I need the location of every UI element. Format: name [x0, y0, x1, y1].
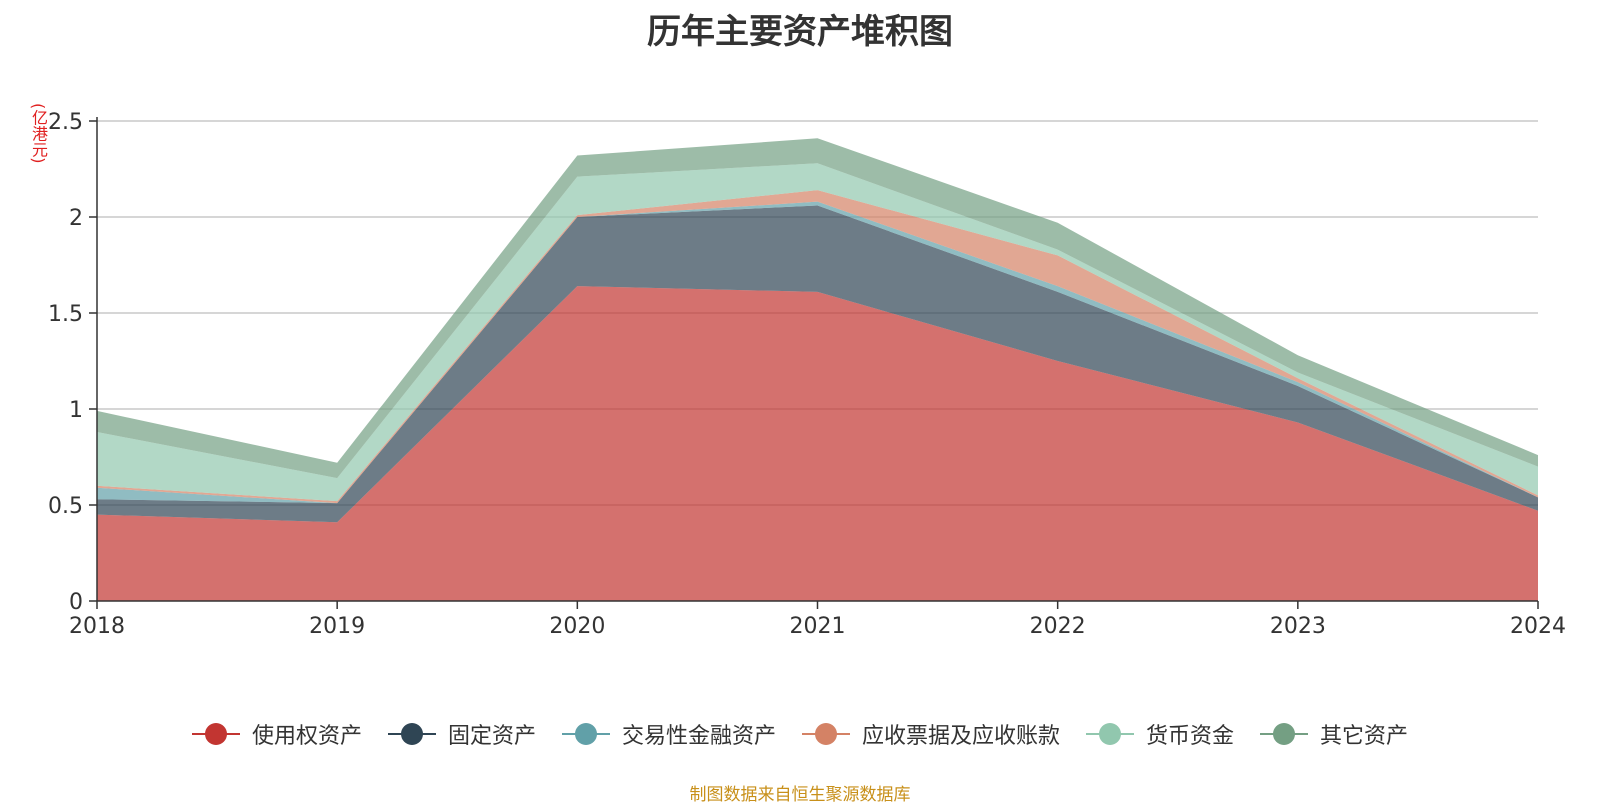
y-axis-unit-label: (亿港元) [29, 103, 48, 164]
legend: 使用权资产 固定资产 交易性金融资产 应收票据及应收账款 货币资金 其它资产 [0, 718, 1600, 750]
legend-marker-icon [387, 722, 436, 746]
legend-label: 固定资产 [447, 724, 536, 749]
legend-label: 交易性金融资产 [621, 724, 776, 749]
stacked-areas [97, 138, 1538, 601]
x-tick-label: 2020 [549, 614, 605, 639]
legend-marker-icon [802, 722, 850, 746]
legend-item[interactable]: 货币资金 [1086, 718, 1234, 750]
area-series-5 [97, 138, 1538, 479]
y-tick-label: 0 [69, 590, 83, 615]
legend-item[interactable]: 使用权资产 [191, 718, 362, 750]
y-tick-label: 1.5 [48, 302, 83, 327]
legend-marker-icon [191, 722, 240, 746]
legend-label: 其它资产 [1320, 724, 1409, 749]
x-tick-label: 2022 [1030, 614, 1086, 639]
legend-marker-icon [1086, 722, 1135, 746]
legend-label: 货币资金 [1146, 724, 1235, 749]
legend-label: 使用权资产 [251, 724, 362, 749]
area-series-1 [97, 205, 1538, 523]
y-tick-label: 0.5 [48, 494, 83, 519]
x-tick-label: 2018 [69, 614, 125, 639]
area-series-0 [97, 286, 1538, 601]
area-series-4 [97, 163, 1538, 502]
legend-label: 应收票据及应收账款 [862, 724, 1061, 749]
x-tick-label: 2024 [1510, 614, 1566, 639]
y-tick-label: 2 [69, 206, 83, 231]
axes: 0 0.5 1 1.5 2 2.5 2018 2019 2020 2021 2022 2023 2024 [48, 110, 1566, 639]
y-tick-label: 1 [69, 398, 83, 423]
x-tick-label: 2023 [1270, 614, 1326, 639]
legend-item[interactable]: 交易性金融资产 [561, 718, 776, 750]
y-tick-label: 2.5 [48, 110, 83, 135]
legend-item[interactable]: 其它资产 [1260, 718, 1408, 750]
legend-item[interactable]: 应收票据及应收账款 [802, 718, 1060, 750]
legend-marker-icon [561, 722, 610, 746]
x-tick-label: 2021 [790, 614, 846, 639]
source-note: 制图数据来自恒生聚源数据库 [689, 785, 911, 805]
legend-marker-icon [1260, 722, 1309, 746]
legend-item[interactable]: 固定资产 [387, 718, 536, 750]
chart-title: 历年主要资产堆积图 [647, 12, 953, 52]
x-tick-label: 2019 [309, 614, 365, 639]
